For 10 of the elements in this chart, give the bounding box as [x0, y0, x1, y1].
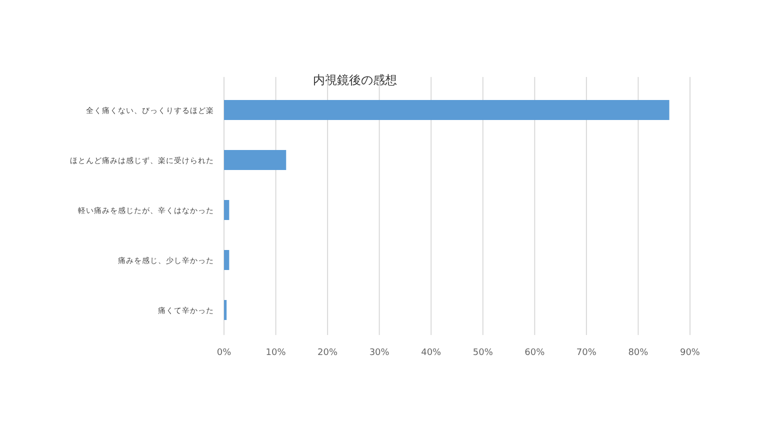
tick-label: 80%: [628, 348, 648, 358]
tick-label: 0%: [216, 348, 232, 358]
tick-label: 60%: [524, 348, 545, 358]
tick-label: 70%: [576, 348, 596, 358]
tick-label: 30%: [369, 348, 390, 358]
tick-label: 90%: [680, 348, 700, 358]
tick-label: 10%: [266, 348, 286, 358]
tick-label: 40%: [421, 348, 442, 358]
tick-label: 20%: [318, 348, 338, 358]
tick-label: 50%: [472, 348, 493, 358]
